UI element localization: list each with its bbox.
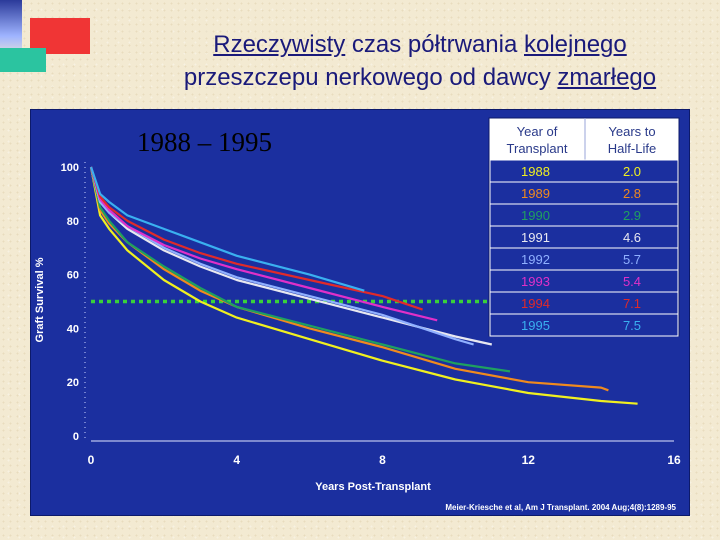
x-tick-label: 0 <box>88 453 95 467</box>
title-word-zmarlego: zmarłego <box>557 64 657 91</box>
title-line1-middle: czas półtrwania <box>345 31 524 58</box>
legend-row <box>489 225 679 249</box>
y-tick-label: 80 <box>67 216 79 228</box>
legend-year-1994: 1994 <box>521 296 550 311</box>
legend-row <box>489 181 679 205</box>
title-line2-start: przeszczepu nerkowego od dawcy <box>183 64 558 91</box>
series-line-1992 <box>89 166 474 346</box>
legend-halflife-1992: 5.7 <box>623 252 641 267</box>
decorative-gradient-block <box>0 0 22 60</box>
y-tick-label: 40 <box>67 323 79 335</box>
legend-row <box>489 269 679 293</box>
legend-year-1988: 1988 <box>521 164 550 179</box>
x-tick-label: 12 <box>522 453 536 467</box>
x-tick-label: 8 <box>379 453 386 467</box>
source-citation: Meier-Kriesche et al, Am J Transplant. 2… <box>445 503 676 512</box>
legend-halflife-1994: 7.1 <box>623 296 641 311</box>
legend-halflife-1993: 5.4 <box>623 274 641 289</box>
title-word-kolejnego: kolejnego <box>524 31 627 58</box>
series-line-1990 <box>89 166 511 373</box>
legend-year-1992: 1992 <box>521 252 550 267</box>
legend-year-1993: 1993 <box>521 274 550 289</box>
legend-header-halflife-line1: Years to <box>608 124 655 139</box>
chart-panel: 0 20 40 60 80 100 0 4 8 12 16 Years Post-Transplant… <box>30 109 690 516</box>
y-tick-label: 20 <box>67 377 79 389</box>
legend-halflife-1991: 4.6 <box>623 230 641 245</box>
legend-header-year-line2: Transplant <box>507 141 568 156</box>
legend-year-1989: 1989 <box>521 186 550 201</box>
legend-halflife-1990: 2.9 <box>623 208 641 223</box>
legend-halflife-1995: 7.5 <box>623 318 641 333</box>
legend-year-1991: 1991 <box>521 230 550 245</box>
legend-row <box>489 313 679 337</box>
legend-header-halflife-line2: Half-Life <box>608 141 656 156</box>
survival-chart: 0 20 40 60 80 100 0 4 8 12 16 Years Post-Transplant… <box>34 117 681 512</box>
y-axis-label: Graft Survival % <box>34 257 46 342</box>
x-tick-label: 4 <box>233 453 240 467</box>
y-tick-label: 100 <box>61 162 79 174</box>
title-word-rzeczywisty: Rzeczywisty <box>213 31 346 58</box>
legend-header-year-line1: Year of <box>517 124 558 139</box>
legend-year-1990: 1990 <box>521 208 550 223</box>
legend-row <box>489 159 679 183</box>
decorative-teal-square <box>0 48 46 72</box>
chart-title: 1988 – 1995 <box>137 127 272 157</box>
y-tick-label: 0 <box>73 431 79 443</box>
legend-halflife-1989: 2.8 <box>623 186 641 201</box>
legend-year-1995: 1995 <box>521 318 550 333</box>
series-line-1994 <box>89 166 423 311</box>
legend-row <box>489 291 679 315</box>
x-axis-label: Years Post-Transplant <box>315 481 431 493</box>
slide-title: Rzeczywisty czas półtrwania kolejnego pr… <box>110 28 720 94</box>
legend-row <box>489 247 679 271</box>
series-line-1988 <box>89 166 638 405</box>
legend-row <box>489 203 679 227</box>
y-tick-label: 60 <box>67 270 79 282</box>
x-tick-label: 16 <box>667 453 681 467</box>
legend-halflife-1988: 2.0 <box>623 164 641 179</box>
series-line-1993 <box>89 166 438 322</box>
series-line-1995 <box>89 166 365 292</box>
